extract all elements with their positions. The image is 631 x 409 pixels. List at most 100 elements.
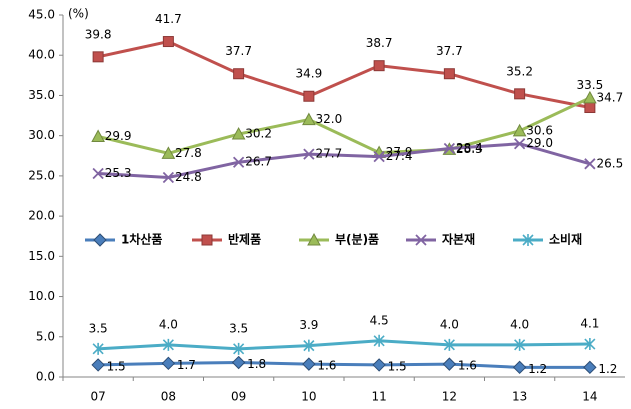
y-tick-label: 40.0	[28, 48, 55, 62]
data-label: 34.7	[597, 90, 624, 104]
point	[443, 338, 455, 351]
point	[91, 358, 105, 372]
data-label: 1.7	[177, 358, 196, 372]
data-label: 30.2	[245, 127, 272, 141]
data-label: 34.9	[296, 67, 323, 81]
data-label: 4.0	[159, 317, 178, 331]
legend-label: 반제품	[228, 232, 261, 247]
point	[302, 112, 316, 126]
data-label: 1.2	[598, 362, 617, 376]
point	[92, 342, 104, 355]
point	[443, 68, 455, 80]
data-label: 38.7	[366, 36, 393, 50]
legend-label: 1차산품	[121, 232, 162, 247]
point	[231, 127, 246, 140]
data-label: 1.5	[107, 359, 126, 373]
data-label: 1.2	[528, 362, 547, 376]
point	[91, 129, 105, 142]
y-tick-label: 0.0	[36, 370, 55, 384]
point	[302, 357, 316, 371]
data-label: 24.8	[175, 170, 202, 184]
legend-marker	[522, 234, 534, 246]
legend-marker	[201, 234, 213, 246]
data-label: 1.5	[388, 359, 407, 373]
point	[372, 358, 386, 372]
x-tick-label: 08	[161, 390, 176, 404]
x-tick-label: 14	[582, 390, 597, 404]
y-tick-label: 35.0	[28, 88, 55, 102]
point	[92, 167, 104, 180]
point	[583, 90, 597, 104]
series-line	[98, 142, 591, 180]
data-label: 30.6	[526, 123, 553, 137]
point	[303, 90, 315, 102]
data-label: 27.4	[386, 149, 413, 163]
y-unit: (%)	[68, 7, 89, 21]
data-label: 39.8	[85, 27, 112, 41]
series-line	[98, 361, 590, 369]
y-tick-label: 10.0	[28, 289, 55, 303]
data-label: 37.7	[436, 44, 463, 58]
point	[583, 360, 597, 375]
data-label: 1.6	[317, 359, 336, 373]
point	[373, 150, 385, 163]
point	[233, 68, 245, 80]
point	[232, 156, 245, 168]
data-label: 28.4	[456, 141, 483, 155]
point	[233, 342, 245, 355]
x-tick-label: 07	[90, 390, 105, 404]
point	[584, 102, 596, 114]
point	[161, 146, 176, 159]
point	[161, 356, 176, 371]
series-line	[98, 339, 590, 351]
data-label: 4.5	[370, 313, 389, 327]
data-label: 35.2	[506, 64, 533, 78]
data-label: 1.6	[458, 359, 477, 373]
point	[513, 138, 526, 150]
y-tick-label: 45.0	[28, 8, 55, 22]
y-tick-label: 20.0	[28, 209, 55, 223]
data-label: 3.5	[229, 321, 248, 335]
data-label: 37.7	[225, 44, 252, 58]
x-tick-label: 09	[231, 390, 246, 404]
point	[584, 158, 596, 170]
point	[512, 360, 527, 375]
point	[231, 355, 246, 370]
data-label: 4.0	[440, 317, 459, 331]
series-line	[97, 96, 591, 155]
data-label: 27.7	[316, 147, 343, 161]
x-tick-label: 10	[301, 390, 316, 404]
data-label: 26.5	[597, 156, 624, 170]
point	[443, 142, 456, 155]
point	[373, 60, 385, 72]
legend-label: 자본재	[442, 232, 475, 247]
data-label: 33.5	[577, 78, 604, 92]
point	[584, 338, 596, 351]
point	[512, 123, 527, 137]
data-label: 4.0	[510, 317, 529, 331]
data-label: 4.1	[580, 317, 599, 331]
point	[373, 334, 385, 347]
series-line	[97, 39, 591, 109]
point	[92, 51, 104, 63]
point	[303, 339, 315, 352]
legend-marker	[93, 233, 107, 247]
data-label: 3.5	[89, 321, 108, 335]
y-tick-label: 5.0	[36, 329, 55, 343]
point	[303, 148, 315, 160]
data-label: 3.9	[299, 318, 318, 332]
point	[442, 357, 457, 371]
y-tick-label: 15.0	[28, 249, 55, 263]
data-label: 41.7	[155, 12, 182, 26]
data-label: 25.3	[105, 166, 132, 180]
y-tick-label: 25.0	[28, 168, 55, 182]
x-tick-label: 11	[371, 390, 386, 404]
data-label: 29.0	[526, 136, 553, 150]
data-label: 1.8	[247, 357, 266, 371]
data-label: 32.0	[316, 112, 343, 126]
point	[162, 338, 174, 351]
data-label: 29.9	[105, 129, 132, 143]
legend-label: 소비재	[549, 232, 582, 247]
x-tick-label: 13	[512, 390, 527, 404]
